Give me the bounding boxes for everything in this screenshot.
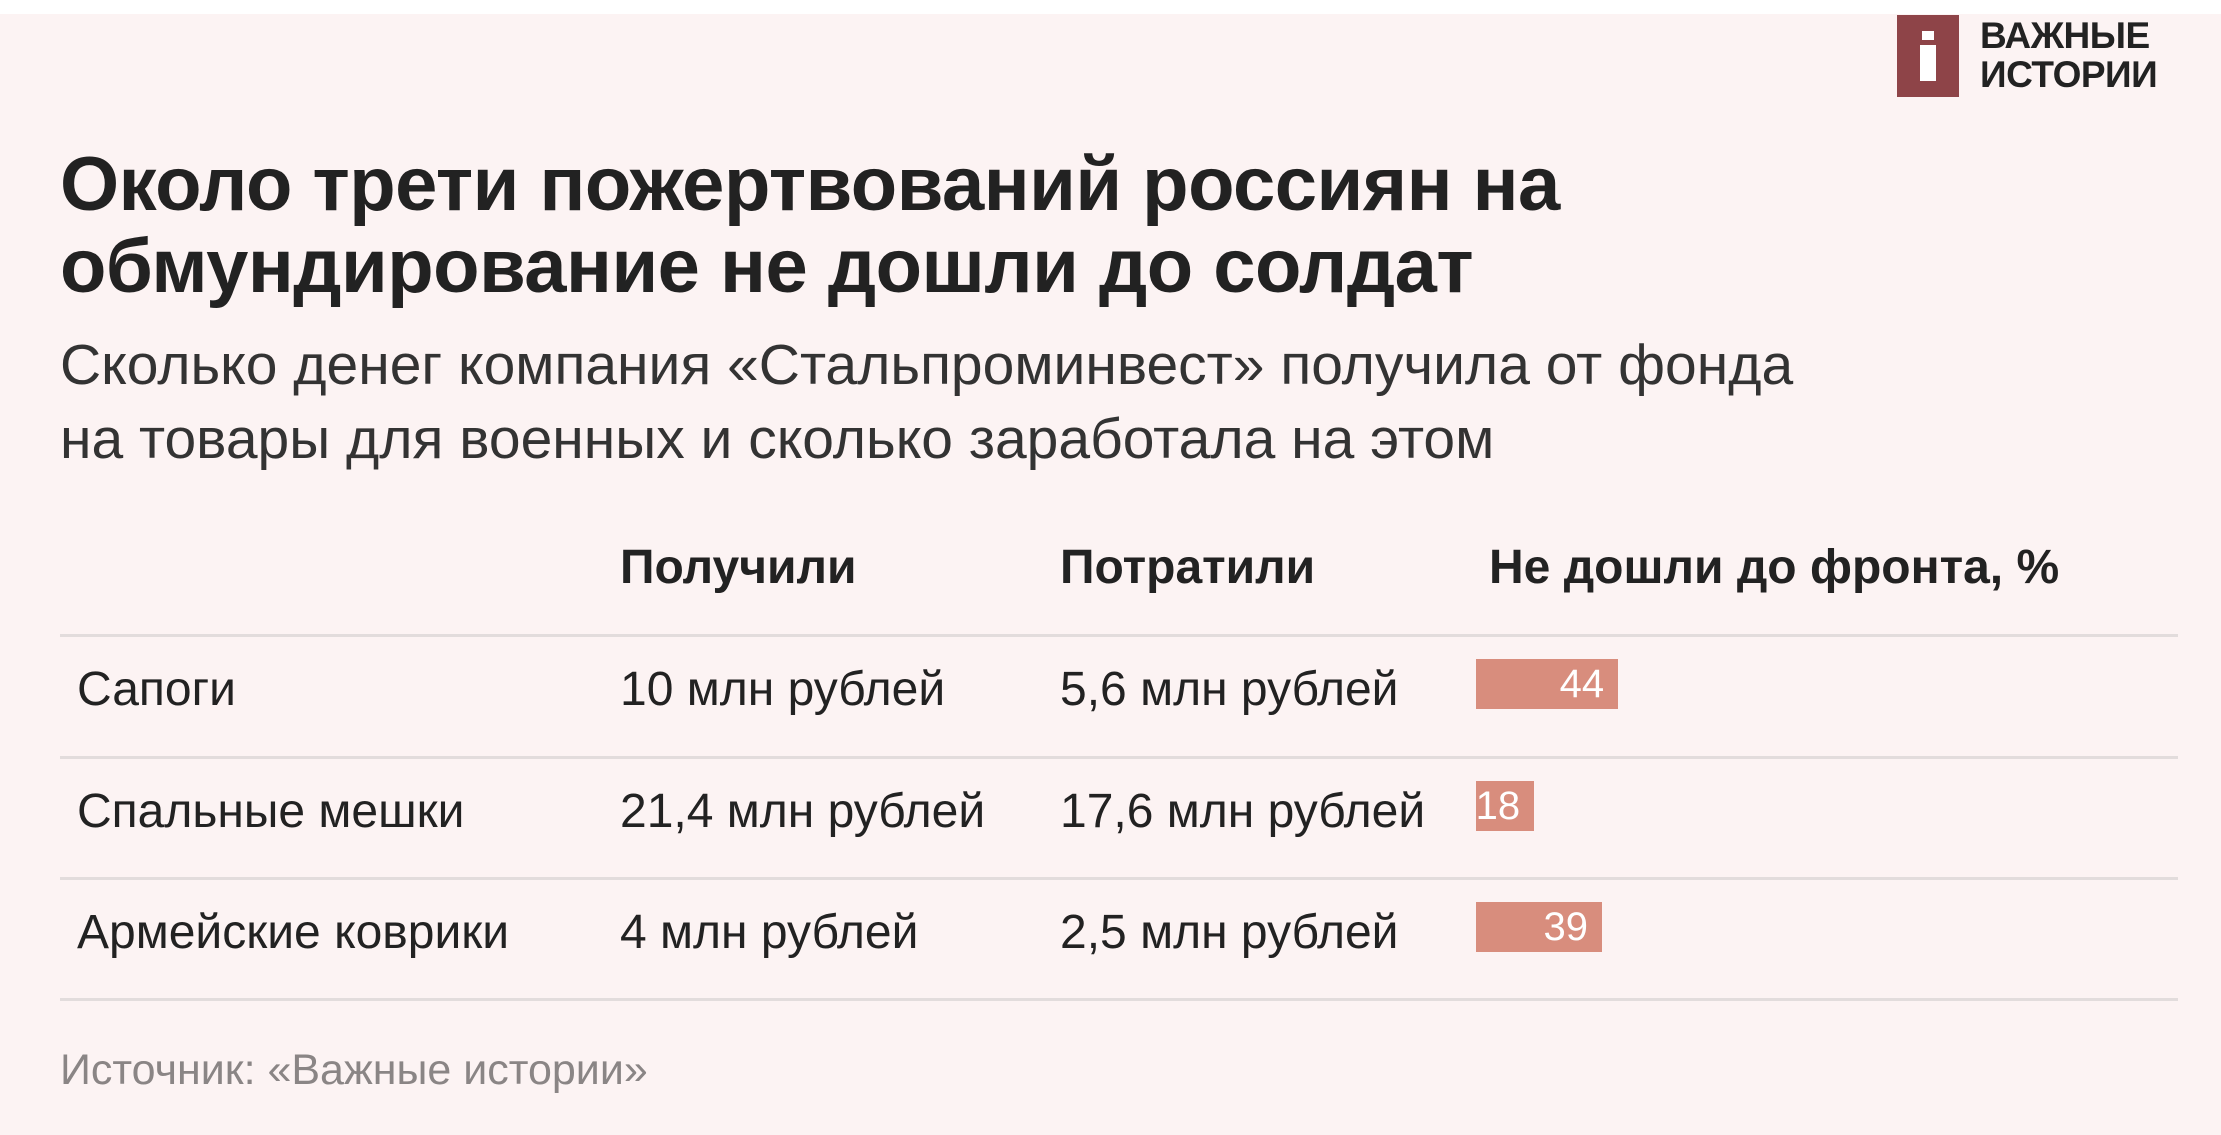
logo-icon bbox=[1897, 15, 1959, 97]
header-percent: Не дошли до фронта, % bbox=[1489, 541, 2060, 594]
subtitle-line-2: на товары для военных и сколько заработа… bbox=[60, 407, 1495, 471]
percent-bar: 44 bbox=[1476, 659, 1619, 709]
row-divider bbox=[60, 998, 2178, 1001]
bar-value-label: 18 bbox=[1475, 784, 1521, 828]
row-item-label: Спальные мешки bbox=[77, 785, 465, 838]
row-divider bbox=[60, 756, 2178, 759]
row-spent: 17,6 млн рублей bbox=[1060, 785, 1426, 838]
title-line-1: Около трети пожертвований россиян на bbox=[60, 142, 1560, 227]
chart-card bbox=[0, 14, 2221, 1135]
subtitle-line-1: Сколько денег компания «Стальпроминвест»… bbox=[60, 333, 1794, 397]
bar-value-label: 44 bbox=[1559, 662, 1605, 706]
row-spent: 5,6 млн рублей bbox=[1060, 663, 1399, 716]
bar-value-label: 39 bbox=[1543, 905, 1588, 949]
row-received: 10 млн рублей bbox=[620, 663, 946, 716]
row-spent: 2,5 млн рублей bbox=[1060, 906, 1399, 959]
row-divider bbox=[60, 634, 2178, 637]
row-divider bbox=[60, 877, 2178, 880]
row-received: 21,4 млн рублей bbox=[620, 785, 986, 838]
row-received: 4 млн рублей bbox=[620, 906, 919, 959]
percent-bar: 18 bbox=[1475, 781, 1535, 831]
row-item-label: Армейские коврики bbox=[77, 906, 510, 959]
row-item-label: Сапоги bbox=[77, 663, 236, 716]
header-received: Получили bbox=[620, 541, 857, 594]
title-line-2: обмундирование не дошли до солдат bbox=[60, 224, 1474, 309]
header-spent: Потратили bbox=[1060, 541, 1316, 594]
source-note: Источник: «Важные истории» bbox=[60, 1046, 648, 1094]
percent-bar: 39 bbox=[1476, 902, 1602, 952]
logo-text: ВАЖНЫЕ ИСТОРИИ bbox=[1980, 15, 2158, 95]
